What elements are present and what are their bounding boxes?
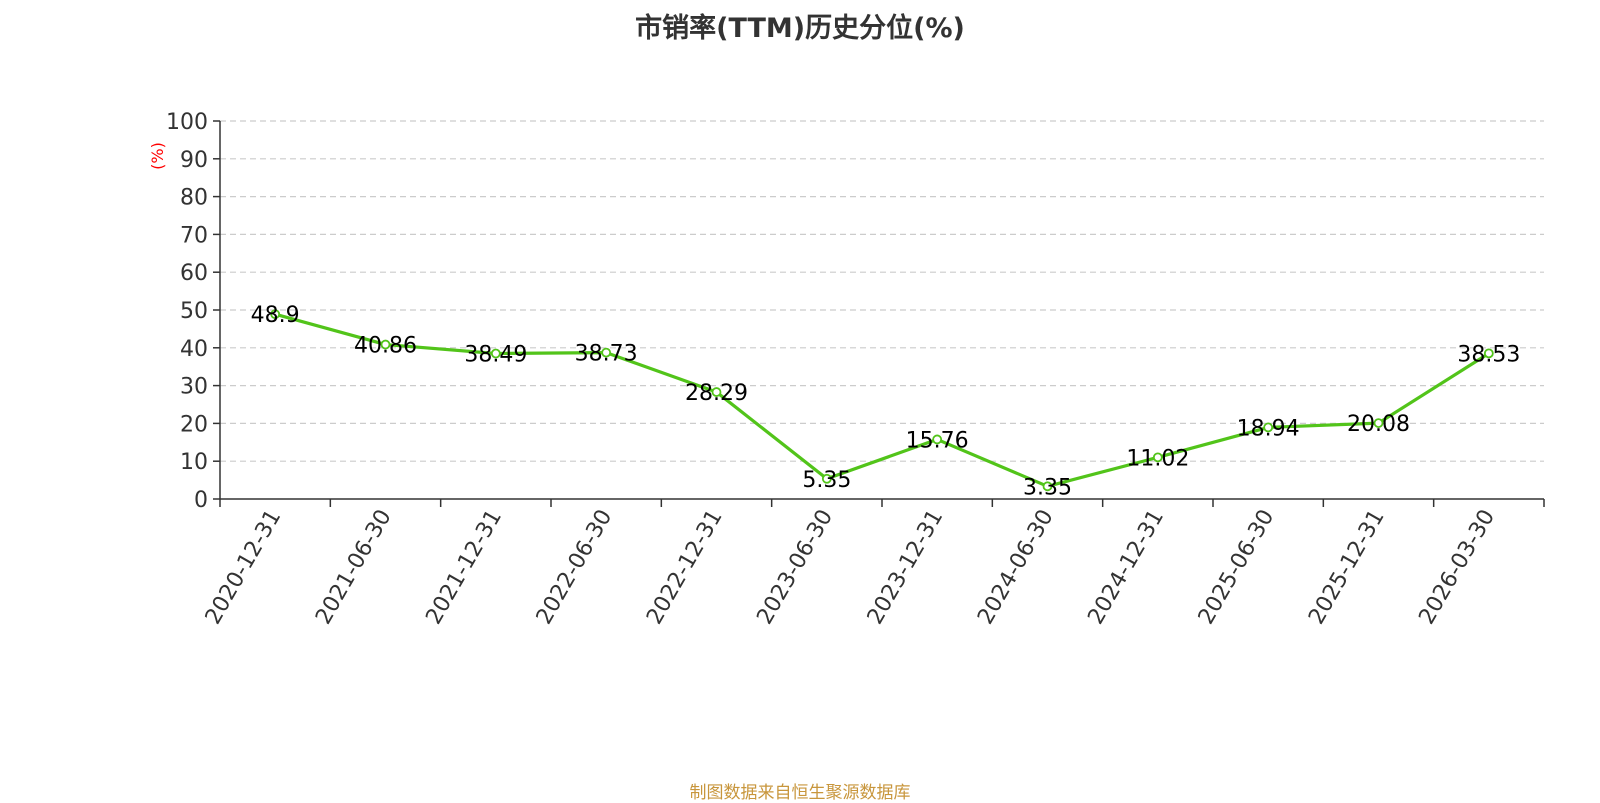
data-point xyxy=(601,347,612,358)
x-tick-label: 2026-03-30 xyxy=(1414,506,1500,629)
x-tick-label: 2022-06-30 xyxy=(532,506,618,629)
y-tick-label: 90 xyxy=(180,148,208,173)
data-point xyxy=(1263,422,1274,433)
y-tick-label: 10 xyxy=(180,450,208,475)
grid-lines xyxy=(220,120,1544,462)
y-tick-label: 0 xyxy=(194,488,208,513)
y-tick-label: 80 xyxy=(180,186,208,211)
data-label: 15.76 xyxy=(906,428,969,453)
y-tick-label: 100 xyxy=(166,110,208,135)
x-tick-label: 2025-12-31 xyxy=(1304,506,1390,629)
x-tick-label: 2021-12-31 xyxy=(421,506,507,629)
data-point xyxy=(1483,348,1494,359)
series-line xyxy=(270,309,1494,492)
data-label: 40.86 xyxy=(354,334,417,359)
data-label: 11.02 xyxy=(1126,446,1189,471)
y-axis-label: (%) xyxy=(148,142,167,170)
data-label: 5.35 xyxy=(802,468,851,493)
x-tick-label: 2023-06-30 xyxy=(752,506,838,629)
y-tick-label: 30 xyxy=(180,375,208,400)
data-label: 28.29 xyxy=(685,381,748,406)
chart-title: 市销率(TTM)历史分位(%) xyxy=(635,13,965,44)
y-tick-label: 40 xyxy=(180,337,208,362)
series-line-path xyxy=(274,312,1490,488)
y-tick-label: 70 xyxy=(180,223,208,248)
x-tick-label: 2025-06-30 xyxy=(1194,506,1280,629)
data-label: 48.9 xyxy=(251,303,300,328)
y-tick-label: 20 xyxy=(180,412,208,437)
data-point xyxy=(270,309,281,320)
x-tick-label: 2020-12-31 xyxy=(201,506,287,629)
x-tick-label: 2022-12-31 xyxy=(642,506,728,629)
data-labels: 48.9 40.86 38.49 38.73 28.29 5.35 15.76 3.35 11.… xyxy=(251,303,1521,500)
data-label: 38.53 xyxy=(1457,342,1520,367)
data-label: 18.94 xyxy=(1237,416,1300,441)
x-tick-label: 2024-12-31 xyxy=(1083,506,1169,629)
data-label: 38.49 xyxy=(464,343,527,368)
data-point xyxy=(1373,418,1384,428)
y-tick-label: 50 xyxy=(180,299,208,324)
data-point xyxy=(932,434,943,445)
data-point xyxy=(380,339,391,350)
source-note: 制图数据来自恒生聚源数据库 xyxy=(689,783,911,803)
data-point xyxy=(821,473,832,484)
axes: 0 10 20 30 40 50 60 70 80 90 100 2020-12-31 2021-06-… xyxy=(166,110,1545,629)
y-tick-label: 60 xyxy=(180,261,208,286)
data-label: 20.08 xyxy=(1347,412,1410,437)
data-label: 3.35 xyxy=(1023,475,1072,500)
x-tick-label: 2021-06-30 xyxy=(311,506,397,629)
x-tick-label: 2023-12-31 xyxy=(863,506,949,629)
data-label: 38.73 xyxy=(575,342,638,367)
data-point xyxy=(1042,481,1053,492)
data-point xyxy=(490,348,501,359)
x-tick-label: 2024-06-30 xyxy=(973,506,1059,629)
data-point xyxy=(1152,452,1163,463)
data-point xyxy=(711,387,722,397)
